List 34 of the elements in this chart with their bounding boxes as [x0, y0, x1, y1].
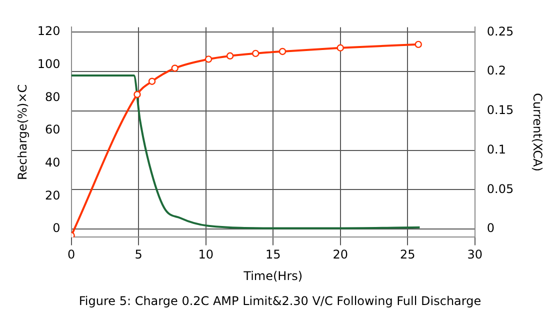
y2-tick-label: 0.25 — [486, 24, 514, 38]
y2-tick-label: 0.2 — [486, 64, 506, 78]
line-series — [71, 74, 421, 230]
point — [226, 52, 234, 60]
y-tick-label: 80 — [45, 90, 60, 104]
y-tick-label: 0 — [52, 221, 60, 236]
point — [414, 40, 422, 48]
x-tick-label: 5 — [134, 248, 142, 262]
y2-tick-label: 0.15 — [486, 103, 514, 118]
x-tick-label: 20 — [332, 248, 348, 262]
point — [336, 44, 344, 52]
point — [148, 78, 156, 85]
x-axis-title: Time(Hrs) — [242, 268, 303, 283]
caption: Figure 5: Charge 0.2C AMP Limit&2.30 V/C Following Full Discharge — [78, 294, 482, 308]
y-tick-label: 60 — [45, 122, 60, 137]
y-tick-label: 20 — [45, 188, 60, 202]
y2-tick-label: 0 — [486, 221, 495, 236]
x-tick-label: 30 — [467, 248, 483, 262]
y2-tick-label: 0.1 — [486, 142, 506, 156]
point — [252, 50, 260, 58]
x-tick-label: 0 — [67, 248, 76, 262]
y-tick-label: 120 — [37, 24, 60, 38]
point — [204, 56, 212, 63]
y2-axis-title: Current(XCA) — [530, 93, 545, 172]
x-tick-label: 10 — [198, 248, 214, 262]
point — [171, 64, 178, 72]
x-tick-label: 15 — [265, 248, 281, 262]
y2-tick-label: 0.05 — [486, 182, 514, 196]
y-axis-title: Recharge(%)×C — [15, 84, 30, 180]
x-tick-label: 25 — [400, 248, 416, 262]
y-tick-label: 40 — [45, 155, 60, 170]
point — [278, 48, 286, 56]
y-tick-label: 100 — [37, 57, 60, 72]
point — [134, 90, 141, 98]
